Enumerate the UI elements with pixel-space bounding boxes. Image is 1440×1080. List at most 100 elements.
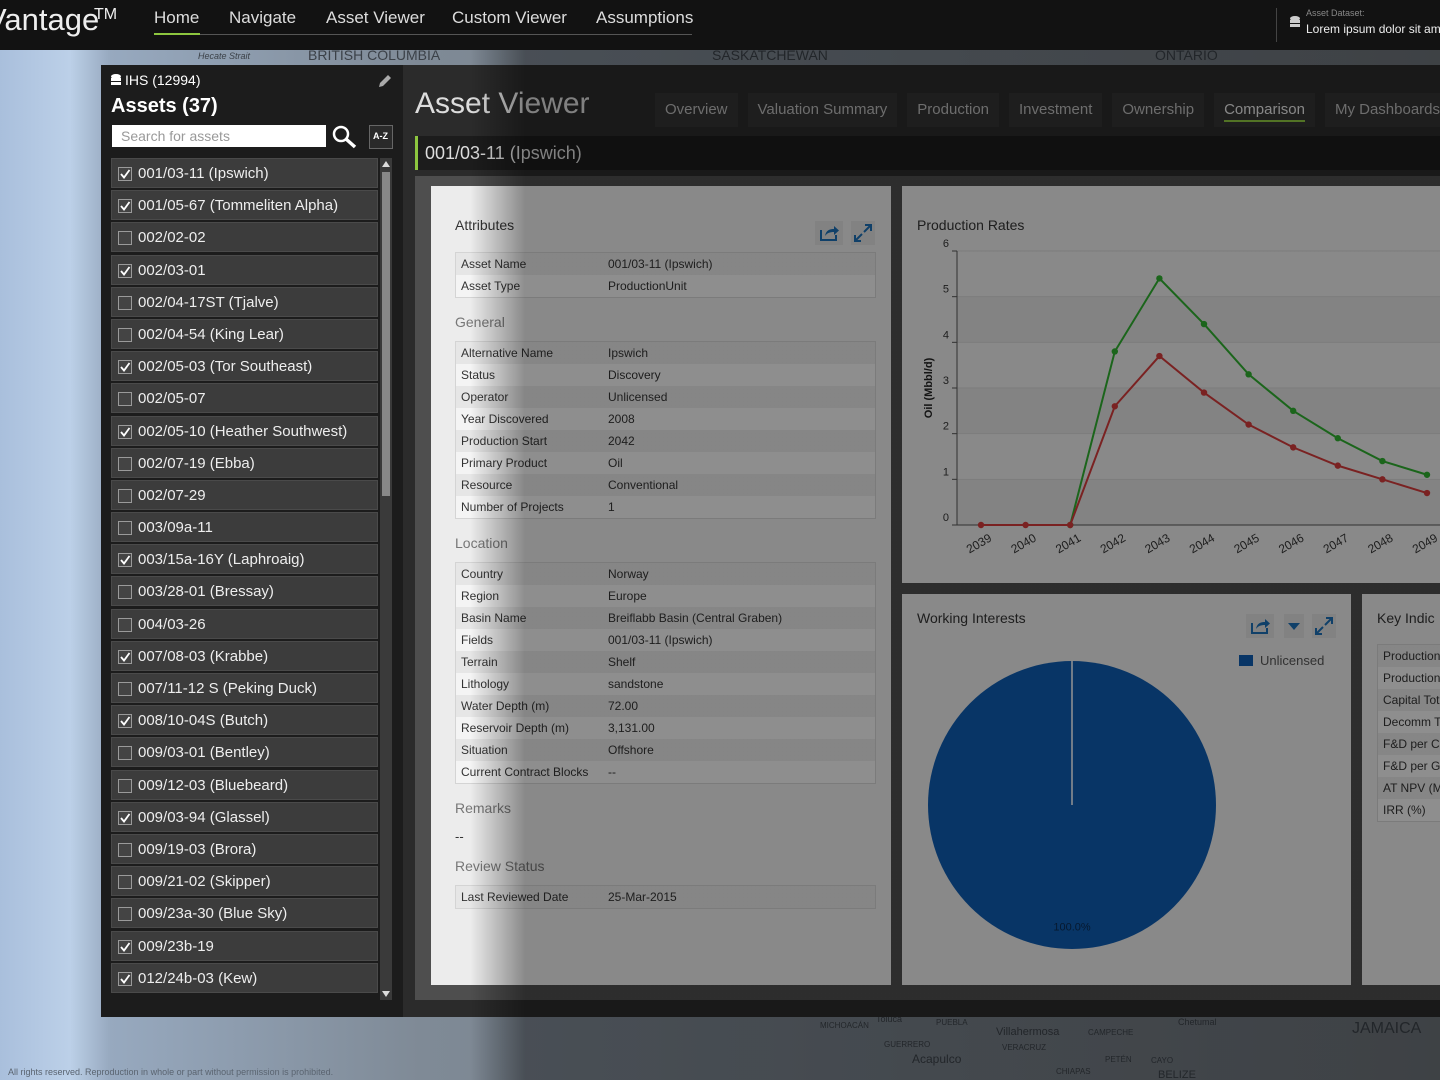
checkbox[interactable] — [118, 907, 132, 922]
nav-item[interactable]: Assumptions — [596, 8, 694, 27]
checkbox[interactable] — [118, 327, 132, 342]
checkbox[interactable] — [118, 875, 132, 890]
menu-button[interactable] — [1284, 614, 1304, 638]
checkbox[interactable] — [118, 939, 132, 954]
dataset-value[interactable]: Lorem ipsum dolor sit am — [1306, 22, 1440, 36]
scroll-up[interactable] — [382, 161, 390, 167]
asset-item[interactable]: 002/02-02 — [111, 222, 378, 253]
tab[interactable]: Comparison — [1214, 93, 1315, 127]
dataset-label: Asset Dataset: — [1306, 8, 1365, 18]
attr-value: 001/03-11 (Ipswich) — [608, 633, 713, 647]
checkbox[interactable] — [118, 649, 132, 664]
checkbox[interactable] — [118, 199, 132, 214]
map-label: BELIZE — [1158, 1069, 1196, 1080]
checkbox[interactable] — [118, 521, 132, 536]
scroll-thumb[interactable] — [382, 172, 390, 496]
check-path — [120, 266, 131, 276]
remarks-text: -- — [455, 829, 464, 844]
asset-item[interactable]: 002/07-19 (Ebba) — [111, 447, 378, 478]
asset-item[interactable]: 009/19-03 (Brora) — [111, 833, 378, 864]
checkbox[interactable] — [118, 746, 132, 761]
asset-item[interactable]: 002/05-03 (Tor Southeast) — [111, 351, 378, 382]
asset-item[interactable]: 004/03-26 — [111, 608, 378, 639]
asset-item[interactable]: 009/03-94 (Glassel) — [111, 801, 378, 832]
expand-button[interactable] — [851, 221, 875, 245]
asset-item[interactable]: 002/07-29 — [111, 479, 378, 510]
legend-item[interactable]: Unlicensed — [1239, 652, 1331, 672]
asset-item[interactable]: 002/04-17ST (Tjalve) — [111, 286, 378, 317]
asset-label: 002/05-03 (Tor Southeast) — [138, 358, 313, 376]
asset-item[interactable]: 009/23b-19 — [111, 930, 378, 961]
checkbox[interactable] — [118, 488, 132, 503]
checkbox[interactable] — [118, 682, 132, 696]
attr-value: sandstone — [608, 677, 664, 691]
checkbox[interactable] — [118, 295, 132, 310]
asset-item[interactable]: 002/03-01 — [111, 254, 378, 285]
checkbox[interactable] — [118, 810, 132, 825]
asset-item[interactable]: 009/21-02 (Skipper) — [111, 866, 378, 897]
attr-label: Fields — [461, 633, 494, 647]
tab[interactable]: Investment — [1009, 93, 1103, 127]
checkbox[interactable] — [118, 714, 132, 729]
checkbox[interactable] — [118, 360, 132, 375]
search-button[interactable] — [331, 124, 359, 150]
scroll-down[interactable] — [382, 991, 390, 997]
nav-item[interactable]: Asset Viewer — [326, 8, 425, 27]
tab[interactable]: Production — [907, 93, 1000, 127]
checkbox[interactable] — [118, 456, 132, 471]
check-mark — [120, 974, 131, 984]
checkbox[interactable] — [118, 585, 132, 600]
export-button[interactable] — [815, 221, 843, 245]
tab[interactable]: Overview — [655, 93, 738, 127]
asset-item[interactable]: 001/05-67 (Tommeliten Alpha) — [111, 190, 378, 221]
nav-item[interactable]: Home — [154, 8, 200, 27]
asset-item[interactable]: 009/03-01 (Bentley) — [111, 737, 378, 768]
indicator-row: Decomm T — [1378, 711, 1440, 733]
source-label: IHS (12994) — [125, 72, 201, 88]
expand-button[interactable] — [1312, 614, 1336, 638]
grid-band — [957, 479, 1440, 525]
panel-title: Key Indic — [1377, 610, 1435, 626]
attr-value: Conventional — [608, 478, 679, 492]
checkbox[interactable] — [118, 617, 132, 632]
tab[interactable]: Ownership — [1112, 93, 1205, 127]
sort-button[interactable]: A-Z — [369, 125, 393, 149]
checkbox[interactable] — [118, 167, 132, 181]
asset-item[interactable]: 003/15a-16Y (Laphroaig) — [111, 544, 378, 575]
checkbox[interactable] — [118, 263, 132, 278]
checkbox[interactable] — [118, 424, 132, 439]
attr-label: Asset Type — [461, 279, 521, 293]
checkbox[interactable] — [118, 231, 132, 246]
tab[interactable]: Valuation Summary — [747, 93, 898, 127]
nav-item[interactable]: Custom Viewer — [452, 8, 567, 27]
asset-item[interactable]: 003/28-01 (Bressay) — [111, 576, 378, 607]
checkbox[interactable] — [118, 553, 132, 568]
y-tick-label: 4 — [943, 329, 949, 341]
search-input[interactable]: Search for assets — [112, 125, 326, 147]
attr-row: Reservoir Depth (m) 3,131.00 — [456, 717, 875, 739]
asset-item[interactable]: 009/23a-30 (Blue Sky) — [111, 898, 378, 929]
scrollbar[interactable] — [380, 158, 392, 1000]
y-tick-label: 1 — [943, 466, 949, 478]
edit-button[interactable] — [377, 73, 393, 89]
asset-item[interactable]: 003/09a-11 — [111, 512, 378, 543]
asset-item[interactable]: 002/05-07 — [111, 383, 378, 414]
asset-item[interactable]: 001/03-11 (Ipswich) — [111, 158, 378, 188]
asset-item[interactable]: 007/08-03 (Krabbe) — [111, 640, 378, 671]
asset-item[interactable]: 007/11-12 S (Peking Duck) — [111, 673, 378, 703]
tab[interactable]: My Dashboards — [1324, 93, 1440, 127]
checkbox[interactable] — [118, 392, 132, 407]
asset-item[interactable]: 008/10-04S (Butch) — [111, 705, 378, 736]
asset-item[interactable]: 012/24b-03 (Kew) — [111, 962, 378, 993]
checkbox[interactable] — [118, 971, 132, 986]
checkbox[interactable] — [118, 778, 132, 793]
export-button[interactable] — [1246, 614, 1274, 638]
asset-item[interactable]: 002/04-54 (King Lear) — [111, 318, 378, 349]
attr-label: Country — [461, 567, 504, 581]
nav-item[interactable]: Navigate — [229, 8, 297, 27]
asset-item[interactable]: 002/05-10 (Heather Southwest) — [111, 415, 378, 446]
asset-item[interactable]: 009/12-03 (Bluebeard) — [111, 769, 378, 800]
checkbox[interactable] — [118, 842, 132, 857]
key-indicators-panel: Key Indic Production Production Capital To… — [1362, 594, 1440, 985]
asset-heading-bar: 001/03-11 (Ipswich) — [415, 136, 1440, 170]
